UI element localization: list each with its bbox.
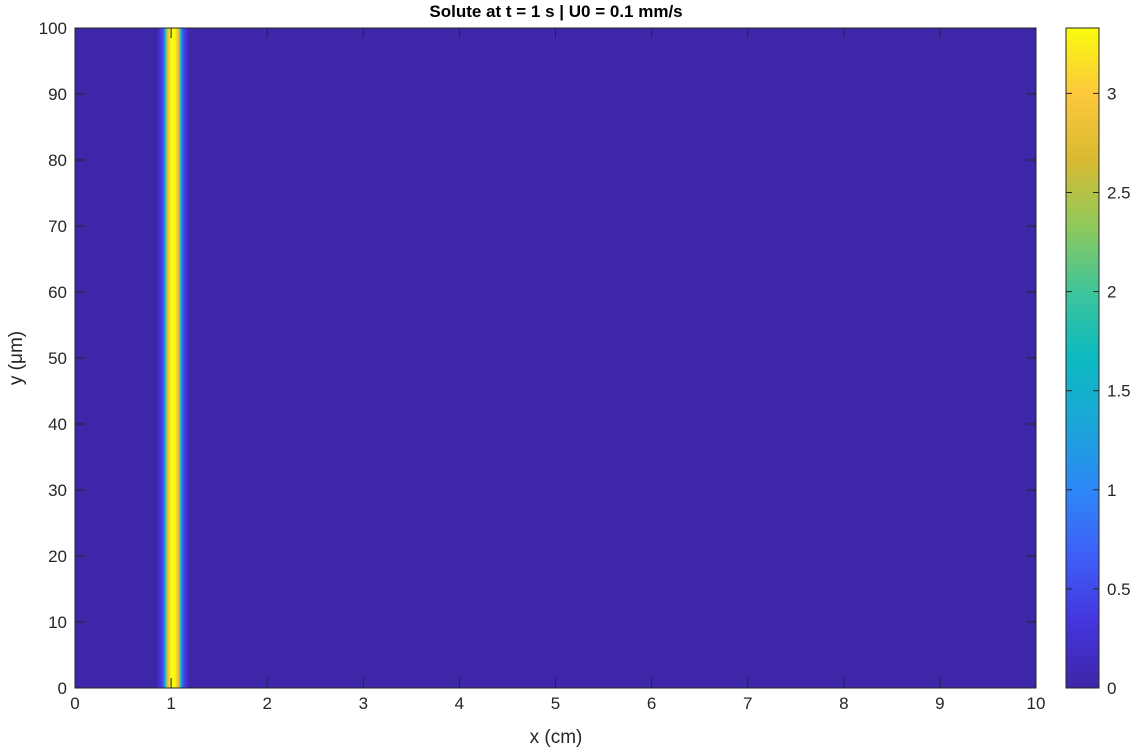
colorbar-tick-label: 1.5 bbox=[1107, 382, 1131, 401]
y-tick-label: 70 bbox=[48, 217, 67, 236]
x-axis-label: x (cm) bbox=[530, 727, 583, 748]
x-tick-label: 8 bbox=[839, 694, 848, 713]
plot-area: 0 1 2 3 4 5 6 7 8 9 10 0 10 20 30 40 50 60 70 80 90 100 bbox=[39, 19, 1046, 713]
y-tick-label: 50 bbox=[48, 349, 67, 368]
x-tick-label: 2 bbox=[262, 694, 271, 713]
x-axis-ticks: 0 1 2 3 4 5 6 7 8 9 10 bbox=[70, 28, 1045, 713]
y-tick-label: 80 bbox=[48, 151, 67, 170]
y-tick-label: 10 bbox=[48, 613, 67, 632]
colorbar-ticks: 0 0.5 1 1.5 2 2.5 3 bbox=[1066, 84, 1131, 698]
x-tick-label: 7 bbox=[743, 694, 752, 713]
y-axis-label: y (μm) bbox=[6, 331, 27, 385]
y-tick-label: 90 bbox=[48, 85, 67, 104]
y-tick-label: 30 bbox=[48, 481, 67, 500]
heatmap-field bbox=[75, 28, 1036, 688]
x-tick-label: 0 bbox=[70, 694, 79, 713]
colorbar-ramp bbox=[1065, 27, 1100, 689]
colorbar-tick-label: 0 bbox=[1107, 679, 1116, 698]
y-axis-ticks: 0 10 20 30 40 50 60 70 80 90 100 bbox=[39, 19, 1036, 698]
colorbar-tick-label: 2.5 bbox=[1107, 184, 1131, 203]
x-tick-label: 3 bbox=[359, 694, 368, 713]
y-tick-label: 20 bbox=[48, 547, 67, 566]
colorbar-tick-label: 2 bbox=[1107, 283, 1116, 302]
chart-title: Solute at t = 1 s | U0 = 0.1 mm/s bbox=[429, 2, 682, 21]
y-tick-label: 100 bbox=[39, 19, 67, 38]
y-tick-label: 40 bbox=[48, 415, 67, 434]
x-tick-label: 5 bbox=[551, 694, 560, 713]
colorbar-tick-label: 3 bbox=[1107, 84, 1116, 103]
colorbar-tick-label: 0.5 bbox=[1107, 580, 1131, 599]
colorbar: 0 0.5 1 1.5 2 2.5 3 bbox=[1065, 27, 1131, 698]
colorbar-tick-label: 1 bbox=[1107, 481, 1116, 500]
y-tick-label: 60 bbox=[48, 283, 67, 302]
x-tick-label: 1 bbox=[166, 694, 175, 713]
x-tick-label: 9 bbox=[935, 694, 944, 713]
x-tick-label: 6 bbox=[647, 694, 656, 713]
y-tick-label: 0 bbox=[58, 679, 67, 698]
x-tick-label: 10 bbox=[1027, 694, 1046, 713]
x-tick-label: 4 bbox=[455, 694, 464, 713]
